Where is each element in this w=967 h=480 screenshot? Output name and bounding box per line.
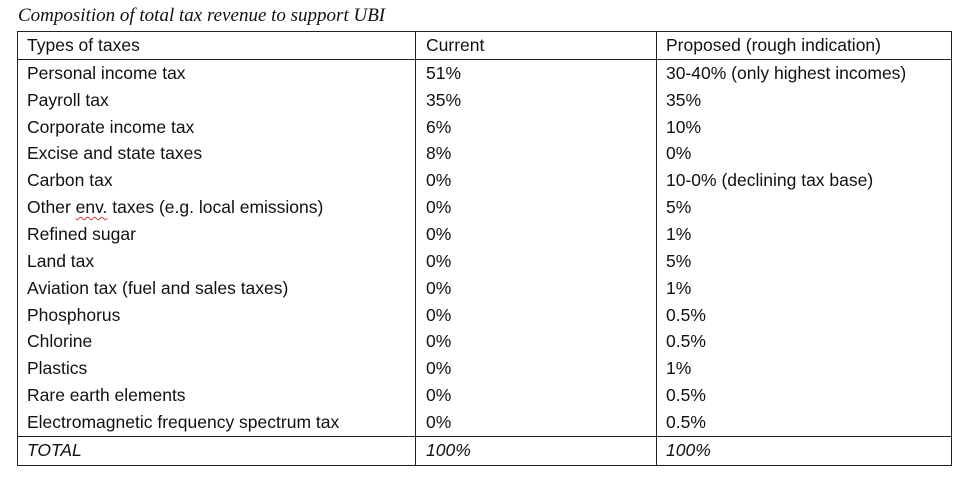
- proposed-share-cell: 0%: [666, 143, 692, 164]
- table-row: Land tax 0% 5%: [18, 247, 951, 275]
- proposed-share-cell: 0.5%: [666, 385, 706, 406]
- tax-type-cell: Plastics: [18, 355, 416, 383]
- current-share-cell: 8%: [416, 140, 657, 168]
- tax-revenue-table: Types of taxes Current Proposed (rough i…: [17, 31, 952, 466]
- current-share-cell: 0%: [416, 328, 657, 356]
- table-row: Refined sugar 0% 1%: [18, 221, 951, 248]
- proposed-share-cell: 30-40% (only highest incomes): [666, 62, 907, 83]
- table-row: Chlorine 0% 0.5%: [18, 328, 951, 356]
- proposed-share-cell: 1%: [666, 277, 692, 298]
- proposed-share-cell: 5%: [666, 197, 692, 218]
- table-row: Electromagnetic frequency spectrum tax 0…: [18, 408, 951, 436]
- proposed-share-cell: 5%: [666, 250, 692, 271]
- tax-type-cell: Other env. taxes (e.g. local emissions): [18, 194, 416, 222]
- tax-type-text-start: Other: [27, 197, 76, 218]
- table-row: Other env. taxes (e.g. local emissions) …: [18, 194, 951, 222]
- table-header-row: Types of taxes Current Proposed (rough i…: [18, 32, 951, 60]
- current-share-cell: 0%: [416, 274, 657, 302]
- current-share-cell: 0%: [416, 408, 657, 436]
- tax-type-cell: Corporate income tax: [18, 113, 416, 141]
- total-label: TOTAL: [18, 436, 416, 465]
- table-row: Carbon tax 0% 10-0% (declining tax base): [18, 167, 951, 195]
- tax-type-cell: Chlorine: [18, 328, 416, 356]
- tax-type-text-end: taxes (e.g. local emissions): [107, 197, 324, 218]
- tax-type-cell: Electromagnetic frequency spectrum tax: [18, 408, 416, 436]
- spellcheck-flagged-word: env.: [75, 197, 108, 218]
- table-row: Rare earth elements 0% 0.5%: [18, 382, 951, 409]
- current-share-cell: 0%: [416, 247, 657, 275]
- table-row: Plastics 0% 1%: [18, 355, 951, 383]
- proposed-share-cell: 1%: [666, 223, 692, 244]
- proposed-share-cell: 10%: [666, 116, 702, 137]
- proposed-share-cell: 10-0% (declining tax base): [666, 170, 874, 191]
- tax-type-cell: Excise and state taxes: [18, 140, 416, 168]
- tax-type-cell: Payroll tax: [18, 86, 416, 114]
- current-share-cell: 0%: [416, 382, 657, 409]
- table-row: Personal income tax 51% 30-40% (only hig…: [18, 60, 951, 87]
- current-share-cell: 0%: [416, 301, 657, 329]
- proposed-share-cell: 0.5%: [666, 304, 706, 325]
- table-total-row: TOTAL 100% 100%: [18, 435, 951, 465]
- current-share-cell: 35%: [416, 86, 657, 114]
- table-caption: Composition of total tax revenue to supp…: [18, 5, 386, 26]
- table-row: Payroll tax 35% 35%: [18, 86, 951, 114]
- table-row: Corporate income tax 6% 10%: [18, 113, 951, 141]
- tax-type-cell: Aviation tax (fuel and sales taxes): [18, 274, 416, 302]
- table-row: Phosphorus 0% 0.5%: [18, 301, 951, 329]
- header-types-of-taxes: Types of taxes: [18, 32, 416, 59]
- tax-type-cell: Personal income tax: [18, 60, 416, 87]
- current-share-cell: 51%: [416, 60, 657, 87]
- proposed-share-cell: 1%: [666, 358, 692, 379]
- tax-type-cell: Land tax: [18, 247, 416, 275]
- current-share-cell: 6%: [416, 113, 657, 141]
- table-row: Aviation tax (fuel and sales taxes) 0% 1…: [18, 274, 951, 302]
- current-share-cell: 0%: [416, 221, 657, 248]
- total-current: 100%: [416, 436, 657, 465]
- proposed-share-cell: 35%: [666, 89, 702, 110]
- current-share-cell: 0%: [416, 167, 657, 195]
- table-row: Excise and state taxes 8% 0%: [18, 140, 951, 168]
- current-share-cell: 0%: [416, 194, 657, 222]
- proposed-share-cell: 0.5%: [666, 331, 706, 352]
- tax-type-cell: Phosphorus: [18, 301, 416, 329]
- tax-type-cell: Rare earth elements: [18, 382, 416, 409]
- tax-type-cell: Carbon tax: [18, 167, 416, 195]
- total-proposed: 100%: [666, 440, 711, 461]
- header-current: Current: [416, 32, 657, 59]
- current-share-cell: 0%: [416, 355, 657, 383]
- tax-type-cell: Refined sugar: [18, 221, 416, 248]
- header-proposed: Proposed (rough indication): [666, 35, 881, 55]
- proposed-share-cell: 0.5%: [666, 411, 706, 432]
